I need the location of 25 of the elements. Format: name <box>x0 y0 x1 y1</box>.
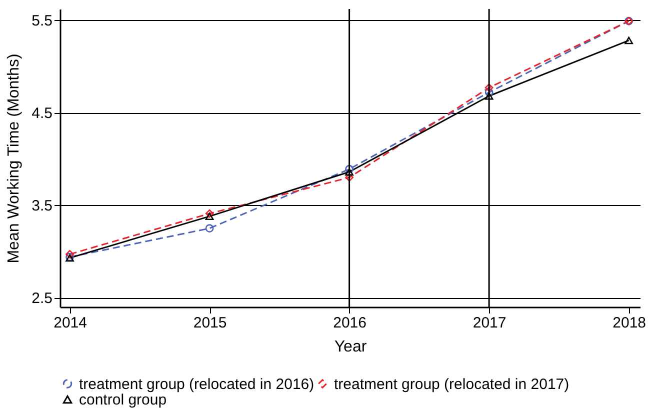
legend-label: treatment group (relocated in 2017) <box>334 376 570 393</box>
y-tick-label: 4.5 <box>32 105 52 122</box>
y-tick-label: 3.5 <box>32 198 52 215</box>
x-tick-label: 2018 <box>612 314 646 332</box>
point <box>484 88 494 96</box>
point <box>484 83 494 92</box>
point <box>345 168 354 176</box>
legend-label: treatment group (relocated in 2016) <box>79 376 314 393</box>
legend-label: control group <box>79 392 167 408</box>
x-tick-label: 2016 <box>333 314 366 332</box>
point <box>205 212 214 220</box>
point <box>345 164 354 174</box>
x-tick-label: 2014 <box>54 314 87 332</box>
point <box>66 250 74 258</box>
point <box>484 92 494 100</box>
point <box>205 224 214 233</box>
point <box>345 173 354 182</box>
y-tick-label: 2.5 <box>32 290 52 308</box>
x-tick-label: 2015 <box>193 314 227 332</box>
x-tick-label: 2017 <box>472 314 506 332</box>
y-tick-label: 5.5 <box>32 12 52 30</box>
x-axis-title: Year <box>334 338 368 356</box>
y-axis-title: Mean Working Time (Months) <box>6 54 23 264</box>
point <box>205 209 214 218</box>
point <box>624 36 634 44</box>
